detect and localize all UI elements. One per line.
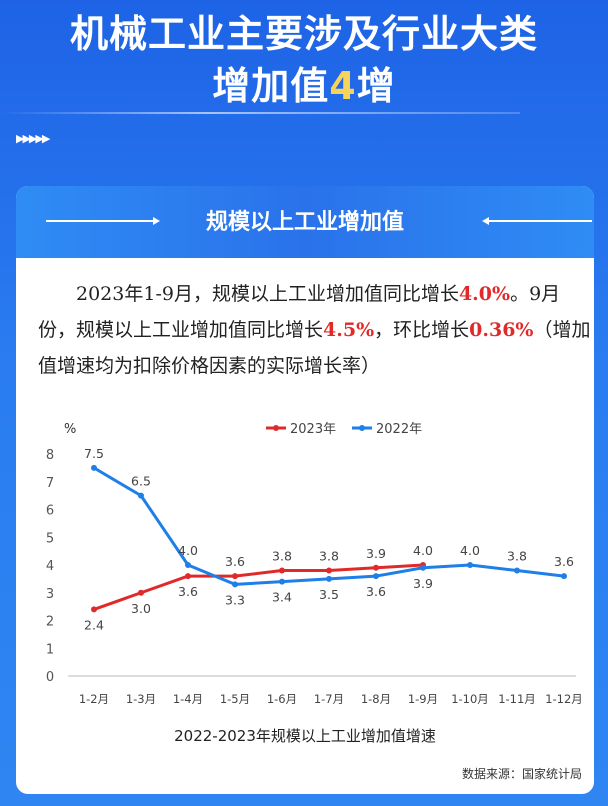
data-point <box>279 567 285 574</box>
y-tick-label: 8 <box>46 448 54 463</box>
data-label-2023: 4.0 <box>413 543 433 558</box>
data-point <box>373 573 379 580</box>
summary-value-1: 4.0% <box>458 283 511 305</box>
series-line-1 <box>93 466 565 586</box>
data-label-2023: 3.6 <box>178 584 198 599</box>
legend-label: 2022年 <box>376 422 422 437</box>
summary-text-1: 2023年1-9月，规模以上工业增加值同比增长 <box>76 283 459 305</box>
chart-title: 2022-2023年规模以上工业增加值增速 <box>174 727 436 745</box>
x-tick-label: 1-11月 <box>498 692 536 706</box>
legend-marker <box>359 425 365 431</box>
data-source: 数据来源：国家统计局 <box>461 767 582 781</box>
data-point <box>185 573 191 580</box>
y-tick-label: 0 <box>46 670 54 685</box>
data-point <box>232 581 238 588</box>
card-header: 规模以上工业增加值 <box>16 186 594 258</box>
x-tick-label: 1-2月 <box>79 692 109 706</box>
data-label-2023: 3.0 <box>131 601 151 616</box>
summary-text-4: （增加值增速均为扣除价格因素的实际增长率） <box>38 319 591 377</box>
summary-value-3: 0.36% <box>469 319 534 341</box>
x-tick-label: 1-8月 <box>361 692 391 706</box>
arrow-left-icon <box>482 217 592 225</box>
card-title: 规模以上工业增加值 <box>205 209 404 235</box>
x-tick-label: 1-12月 <box>545 692 583 706</box>
y-tick-label: 4 <box>46 559 54 574</box>
data-point <box>420 564 426 571</box>
data-label-2022: 3.9 <box>413 576 433 591</box>
y-tick-label: 2 <box>46 615 54 630</box>
arrow-right-icon <box>46 217 160 225</box>
hero-title: 机械工业主要涉及行业大类 增加值4增 <box>0 8 608 112</box>
y-tick-label: 1 <box>46 642 54 657</box>
series-line-0 <box>93 563 424 611</box>
data-point <box>467 562 473 568</box>
data-label-2023: 2.4 <box>84 617 104 632</box>
data-point <box>232 573 238 580</box>
y-tick-label: 6 <box>46 504 54 519</box>
data-point <box>326 575 332 582</box>
data-label-2023: 3.8 <box>272 549 292 564</box>
data-point <box>373 564 379 571</box>
y-tick-label: 7 <box>46 476 54 491</box>
hero-title-line1: 机械工业主要涉及行业大类 <box>69 12 538 56</box>
x-tick-label: 1-10月 <box>451 692 489 706</box>
x-tick-label: 1-9月 <box>408 692 438 706</box>
data-label-2022: 3.3 <box>225 592 245 607</box>
line-chart-svg: % 0 1 2 3 4 5 6 7 8 1-2月 1-3月 1-4月 1-5月 1-6月 1-7月 1-8月 1-… <box>46 422 583 745</box>
data-point <box>91 606 97 613</box>
y-axis-unit: % <box>64 422 76 437</box>
data-label-2022: 4.0 <box>178 543 198 558</box>
data-label-2022: 7.5 <box>84 446 104 461</box>
hero-title-suffix: 增 <box>356 64 396 108</box>
data-label-2023: 3.9 <box>366 546 386 561</box>
x-tick-label: 1-3月 <box>126 692 156 706</box>
data-point <box>326 567 332 574</box>
data-label-2023: 3.8 <box>319 549 339 564</box>
content-card: 规模以上工业增加值 2023年1-9月，规模以上工业增加值同比增长4.0%。9月… <box>16 186 594 794</box>
data-label-2023: 3.6 <box>225 554 245 569</box>
x-tick-label: 1-7月 <box>314 692 344 706</box>
x-tick-label: 1-4月 <box>173 692 203 706</box>
hero-title-highlight: 4 <box>329 64 357 108</box>
data-label-2022: 3.5 <box>319 587 339 602</box>
x-tick-label: 1-5月 <box>220 692 250 706</box>
data-point <box>91 464 97 471</box>
legend-label: 2023年 <box>290 422 336 437</box>
data-point <box>185 562 191 568</box>
data-point <box>279 578 285 585</box>
data-label-2022: 6.5 <box>131 474 151 489</box>
summary-paragraph: 2023年1-9月，规模以上工业增加值同比增长4.0%。9月份，规模以上工业增加… <box>38 276 594 384</box>
legend-marker <box>273 425 279 431</box>
data-label-2022: 3.8 <box>507 549 527 564</box>
y-tick-label: 3 <box>46 587 54 602</box>
y-tick-label: 5 <box>46 531 54 546</box>
data-label-2022: 3.6 <box>366 584 386 599</box>
hero-title-line2: 增加值4增 <box>0 60 608 112</box>
data-point <box>514 567 520 574</box>
hero-title-prefix: 增加值 <box>212 64 330 108</box>
summary-text-3: ，环比增长 <box>374 319 470 341</box>
hero-divider <box>0 112 520 114</box>
summary-value-2: 4.5% <box>323 319 375 341</box>
data-label-2022: 4.0 <box>460 543 480 558</box>
data-label-2022: 3.4 <box>272 590 292 605</box>
arrows-icon: ▶▶▶▶▶ <box>16 132 50 145</box>
data-point <box>138 492 144 499</box>
summary-text-2: 。9月份，规模以上工业增加值同比增长 <box>38 283 561 341</box>
x-tick-label: 1-6月 <box>267 692 297 706</box>
line-chart: % 0 1 2 3 4 5 6 7 8 1-2月 1-3月 1-4月 1-5月 1-6月 1-7月 1-8月 1-… <box>16 411 594 751</box>
data-point <box>138 589 144 596</box>
data-label-2022: 3.6 <box>554 554 574 569</box>
data-point <box>561 573 567 580</box>
